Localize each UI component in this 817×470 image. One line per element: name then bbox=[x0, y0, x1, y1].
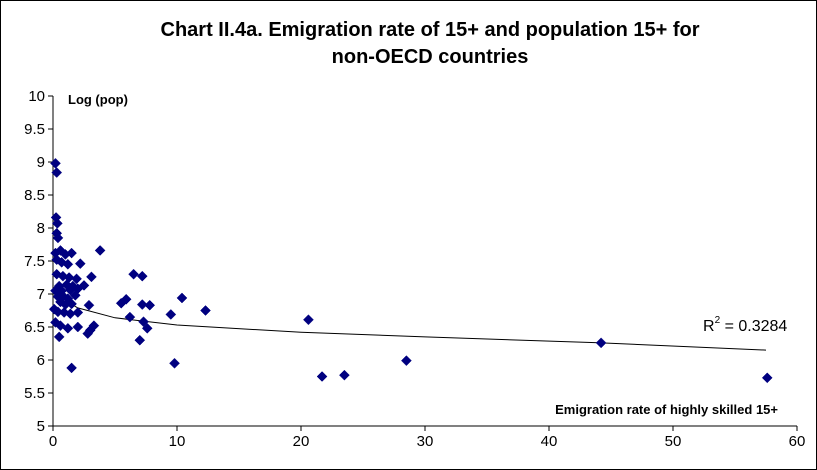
chart-title: Chart II.4a. Emigration rate of 15+ and … bbox=[161, 19, 700, 68]
data-point bbox=[74, 258, 86, 269]
data-point bbox=[66, 247, 77, 259]
y-tick-label: 6.5 bbox=[24, 319, 45, 336]
data-point bbox=[72, 307, 84, 318]
data-point bbox=[51, 218, 63, 229]
x-tick-label: 20 bbox=[293, 433, 310, 450]
data-point bbox=[55, 296, 66, 308]
data-points bbox=[48, 157, 773, 384]
y-tick-label: 8.5 bbox=[24, 187, 45, 204]
y-tick-label: 7.5 bbox=[24, 253, 45, 270]
data-point bbox=[136, 270, 148, 282]
data-point bbox=[141, 322, 153, 334]
y-tick-label: 7 bbox=[37, 286, 45, 303]
r-squared-label: R2 = 0.3284 bbox=[703, 315, 787, 335]
data-point bbox=[401, 355, 412, 367]
data-point bbox=[66, 298, 77, 310]
r-squared-symbol: R bbox=[703, 318, 715, 335]
data-point bbox=[303, 314, 314, 326]
x-tick-label: 40 bbox=[541, 433, 558, 450]
data-point bbox=[53, 331, 65, 343]
y-tick-label: 9.5 bbox=[24, 121, 45, 138]
chart-title-line-2: non-OECD countries bbox=[332, 46, 529, 68]
y-tick-label: 6 bbox=[37, 352, 45, 369]
data-point bbox=[128, 268, 139, 280]
y-tick-label: 9 bbox=[37, 154, 45, 171]
data-point bbox=[134, 334, 146, 346]
r-squared-exponent: 2 bbox=[715, 315, 721, 326]
y-axis-label: Log (pop) bbox=[68, 92, 128, 107]
data-point bbox=[124, 311, 136, 323]
x-axis-label: Emigration rate of highly skilled 15+ bbox=[555, 402, 778, 417]
chart-title-line-1: Chart II.4a. Emigration rate of 15+ and … bbox=[161, 19, 700, 41]
data-point bbox=[595, 337, 607, 349]
data-point bbox=[136, 299, 148, 310]
trendline bbox=[56, 283, 767, 351]
data-point bbox=[72, 321, 84, 333]
data-point bbox=[83, 299, 95, 311]
x-tick-label: 10 bbox=[169, 433, 186, 450]
x-tick-labels: 0 10 20 30 40 50 60 bbox=[49, 433, 806, 450]
axes bbox=[48, 95, 798, 431]
y-tick-labels: 5 5.5 6 6.5 7 7.5 8 8.5 9 9.5 10 bbox=[24, 88, 45, 435]
y-tick-label: 10 bbox=[28, 88, 45, 105]
data-point bbox=[50, 157, 61, 169]
data-point bbox=[176, 292, 188, 304]
data-point bbox=[165, 309, 177, 320]
data-point bbox=[62, 258, 74, 270]
y-tick-label: 5.5 bbox=[24, 385, 45, 402]
y-tick-label: 8 bbox=[37, 220, 45, 237]
x-tick-label: 30 bbox=[417, 433, 434, 450]
x-tick-label: 0 bbox=[49, 433, 57, 450]
data-point bbox=[66, 362, 77, 374]
data-point bbox=[761, 372, 773, 384]
data-point bbox=[55, 320, 66, 332]
data-point bbox=[55, 245, 66, 256]
data-point bbox=[316, 371, 328, 382]
data-point bbox=[52, 232, 64, 244]
r-squared-value: = 0.3284 bbox=[720, 318, 787, 335]
data-point bbox=[169, 357, 180, 369]
data-point bbox=[120, 293, 132, 305]
x-tick-label: 50 bbox=[665, 433, 682, 450]
x-tick-label: 60 bbox=[789, 433, 806, 450]
data-point bbox=[69, 289, 81, 301]
data-point bbox=[86, 271, 97, 283]
data-point bbox=[88, 320, 100, 332]
data-point bbox=[94, 245, 106, 256]
data-point bbox=[339, 369, 350, 381]
data-point bbox=[71, 273, 82, 285]
data-point bbox=[62, 322, 74, 334]
y-tick-label: 5 bbox=[37, 418, 45, 435]
data-point bbox=[51, 167, 63, 178]
data-point bbox=[82, 328, 94, 339]
data-point bbox=[200, 305, 211, 316]
data-point bbox=[144, 299, 156, 311]
